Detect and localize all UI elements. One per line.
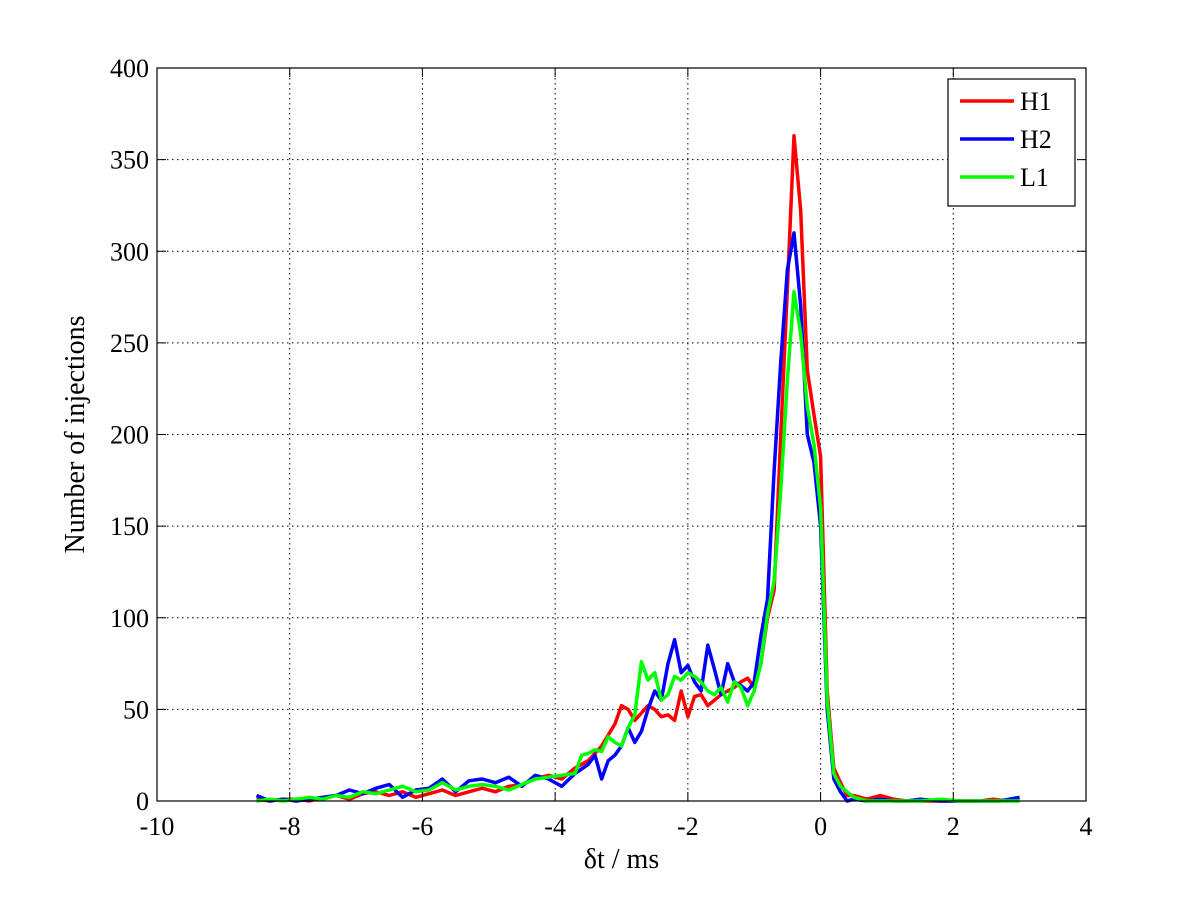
y-tick-label: 350 bbox=[110, 146, 149, 175]
x-tick-label: 0 bbox=[814, 812, 827, 841]
x-axis-label: δt / ms bbox=[584, 844, 659, 875]
series-line-h2 bbox=[255, 231, 1020, 803]
plot-area-frame bbox=[156, 67, 1087, 802]
legend-label: L1 bbox=[1020, 163, 1049, 192]
x-tick-label: 2 bbox=[947, 812, 960, 841]
legend-label: H1 bbox=[1020, 87, 1052, 116]
y-tick-label: 400 bbox=[110, 54, 149, 83]
y-axis-label: Number of injections bbox=[60, 316, 91, 554]
legend-label: H2 bbox=[1020, 125, 1052, 154]
x-tick-label: -2 bbox=[677, 812, 699, 841]
x-tick-label: -6 bbox=[412, 812, 434, 841]
series-line-l1 bbox=[256, 289, 1020, 803]
y-tick-label: 0 bbox=[136, 787, 149, 816]
y-tick-label: 250 bbox=[110, 329, 149, 358]
x-tick-label: -10 bbox=[140, 812, 175, 841]
axis-ticks: -10 -8 -6 -4 -2 0 2 4 0 50 100 150 200 250 300 350 400 bbox=[110, 54, 1093, 841]
legend: H1 H2 L1 bbox=[947, 78, 1076, 207]
x-tick-label: -8 bbox=[279, 812, 301, 841]
y-tick-label: 50 bbox=[123, 695, 149, 724]
gridlines bbox=[157, 68, 1086, 801]
y-tick-label: 200 bbox=[110, 421, 149, 450]
y-tick-label: 100 bbox=[110, 604, 149, 633]
y-tick-label: 150 bbox=[110, 512, 149, 541]
legend-box bbox=[947, 78, 1076, 207]
x-tick-label: -4 bbox=[544, 812, 566, 841]
y-tick-label: 300 bbox=[110, 237, 149, 266]
series-lines bbox=[255, 134, 1020, 803]
x-tick-label: 4 bbox=[1080, 812, 1093, 841]
